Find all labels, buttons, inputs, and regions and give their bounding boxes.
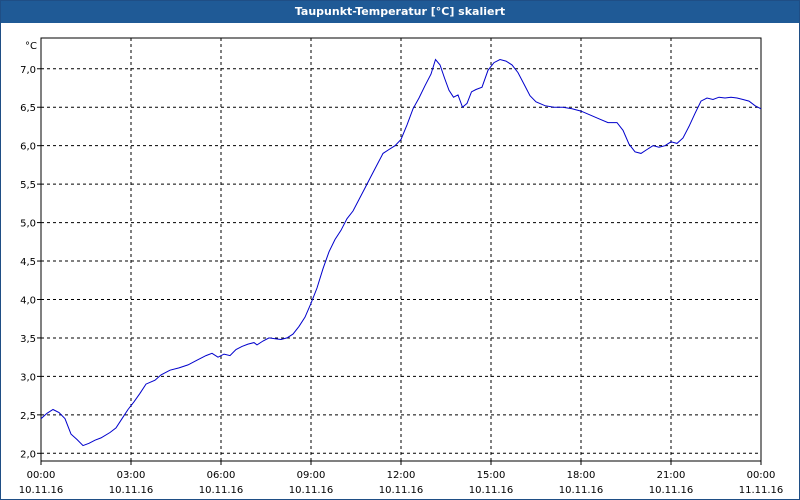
plot-border xyxy=(40,37,762,462)
x-tick-label-date: 10.11.16 xyxy=(559,485,604,496)
y-tick-label: 3,0 xyxy=(20,372,36,383)
y-tick-label: 5,5 xyxy=(20,180,36,191)
y-tick-label: 7,0 xyxy=(20,65,36,76)
x-tick-label-date: 10.11.16 xyxy=(199,485,244,496)
y-tick-label: 5,0 xyxy=(20,219,36,230)
x-tick-label-time: 09:00 xyxy=(297,470,326,481)
y-tick-label: 4,5 xyxy=(20,257,36,268)
x-tick-label-time: 00:00 xyxy=(27,470,56,481)
x-tick-label-date: 10.11.16 xyxy=(469,485,514,496)
x-tick-label-time: 06:00 xyxy=(207,470,236,481)
x-tick-label-time: 15:00 xyxy=(477,470,506,481)
y-tick-label: 2,0 xyxy=(20,449,36,460)
x-tick-label-date: 11.11.16 xyxy=(739,485,784,496)
series-line xyxy=(40,58,762,447)
y-axis-label: °C xyxy=(25,41,37,52)
y-tick-label: 4,0 xyxy=(20,295,36,306)
chart-title: Taupunkt-Temperatur [°C] skaliert xyxy=(1,1,799,23)
x-tick-label-time: 18:00 xyxy=(567,470,596,481)
x-tick-label-date: 10.11.16 xyxy=(379,485,424,496)
y-tick-label: 2,5 xyxy=(20,411,36,422)
x-tick-label-date: 10.11.16 xyxy=(649,485,694,496)
x-tick-label-time: 00:00 xyxy=(747,470,776,481)
x-tick-label-date: 10.11.16 xyxy=(19,485,64,496)
y-tick-label: 6,5 xyxy=(20,103,36,114)
x-tick-label-time: 21:00 xyxy=(657,470,686,481)
x-tick-label-time: 12:00 xyxy=(387,470,416,481)
x-tick-label-date: 10.11.16 xyxy=(289,485,334,496)
x-tick-label-date: 10.11.16 xyxy=(109,485,154,496)
x-tick-label-time: 03:00 xyxy=(117,470,146,481)
y-tick-label: 3,5 xyxy=(20,334,36,345)
y-tick-label: 6,0 xyxy=(20,142,36,153)
